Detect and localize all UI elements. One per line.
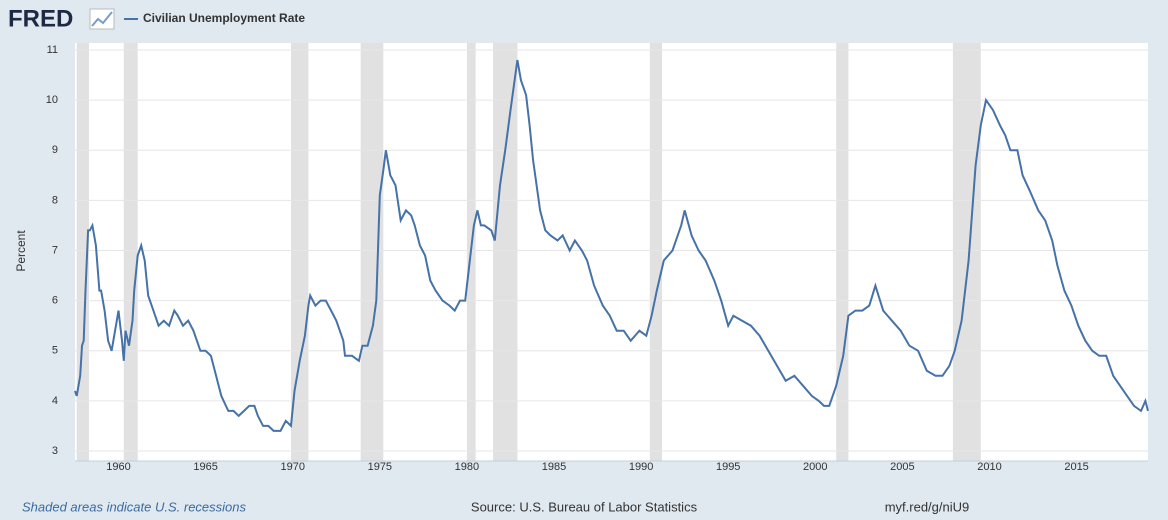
logo: FRED xyxy=(8,5,73,32)
x-tick-label: 1985 xyxy=(542,461,566,473)
x-tick-label: 2005 xyxy=(890,461,914,473)
recession-band xyxy=(123,43,138,461)
recession-band xyxy=(836,43,849,461)
x-tick-label: 2015 xyxy=(1064,461,1088,473)
footer-source: Source: U.S. Bureau of Labor Statistics xyxy=(471,499,698,514)
x-tick-label: 1970 xyxy=(280,461,304,473)
x-tick-label: 2010 xyxy=(977,461,1001,473)
logo-icon xyxy=(89,8,115,30)
recession-band xyxy=(290,43,309,461)
x-tick-label: 2000 xyxy=(803,461,827,473)
y-axis-label: Percent xyxy=(14,230,28,272)
y-tick-label: 10 xyxy=(46,94,58,106)
legend-label: Civilian Unemployment Rate xyxy=(143,11,305,25)
y-tick-label: 7 xyxy=(52,244,58,256)
footer-note: Shaded areas indicate U.S. recessions xyxy=(22,499,247,514)
y-tick-label: 9 xyxy=(52,144,58,156)
x-tick-label: 1995 xyxy=(716,461,740,473)
recession-band xyxy=(493,43,518,461)
data-line xyxy=(74,59,1149,432)
y-tick-label: 5 xyxy=(52,345,58,357)
y-tick-label: 3 xyxy=(52,445,58,457)
plot-area xyxy=(75,43,1148,461)
recession-band xyxy=(649,43,663,461)
x-tick-label: 1965 xyxy=(193,461,217,473)
footer-link[interactable]: myf.red/g/niU9 xyxy=(885,499,970,514)
recession-band xyxy=(360,43,384,461)
x-tick-label: 1990 xyxy=(629,461,653,473)
y-tick-label: 8 xyxy=(52,194,58,206)
y-tick-label: 6 xyxy=(52,295,58,307)
x-tick-label: 1960 xyxy=(106,461,130,473)
recession-band xyxy=(952,43,981,461)
x-tick-label: 1980 xyxy=(455,461,479,473)
y-tick-label: 4 xyxy=(52,395,58,407)
y-tick-label: 11 xyxy=(47,44,58,56)
x-tick-label: 1975 xyxy=(368,461,392,473)
recession-band xyxy=(76,43,89,461)
